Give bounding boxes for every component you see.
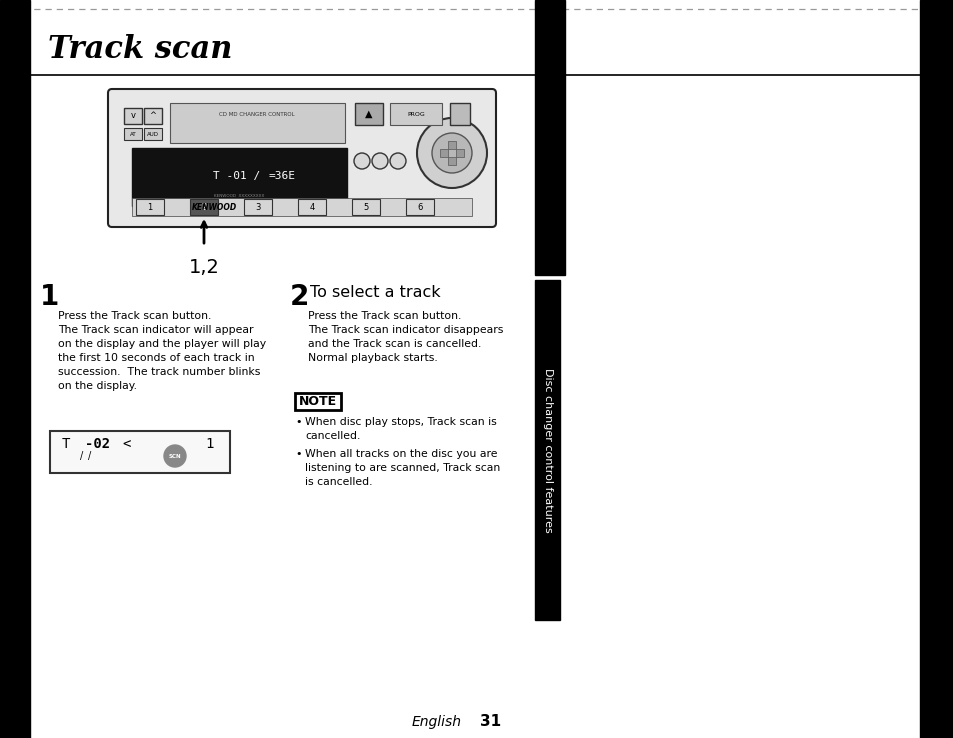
Circle shape bbox=[416, 118, 486, 188]
Bar bbox=[448, 141, 456, 149]
Circle shape bbox=[432, 133, 472, 173]
Text: CD MD CHANGER CONTROL: CD MD CHANGER CONTROL bbox=[219, 112, 294, 117]
Text: 5: 5 bbox=[363, 202, 368, 212]
Bar bbox=[294, 393, 340, 410]
Text: /: / bbox=[80, 451, 83, 461]
Bar bbox=[50, 431, 230, 473]
Circle shape bbox=[372, 153, 388, 169]
Bar bbox=[456, 149, 463, 157]
Text: ▲: ▲ bbox=[365, 109, 373, 119]
Text: =36E: =36E bbox=[268, 171, 295, 181]
Bar bbox=[535, 0, 564, 275]
Text: -02: -02 bbox=[85, 437, 110, 451]
Text: 1: 1 bbox=[40, 283, 59, 311]
FancyBboxPatch shape bbox=[108, 89, 496, 227]
Text: v: v bbox=[131, 111, 135, 120]
Text: 1,2: 1,2 bbox=[189, 258, 219, 277]
Bar bbox=[390, 103, 441, 125]
Bar bbox=[144, 108, 162, 124]
Text: is cancelled.: is cancelled. bbox=[305, 477, 372, 487]
Text: 2: 2 bbox=[290, 283, 309, 311]
Text: When disc play stops, Track scan is: When disc play stops, Track scan is bbox=[305, 417, 497, 427]
Text: AUD: AUD bbox=[147, 131, 159, 137]
Text: SCN: SCN bbox=[169, 453, 181, 458]
Bar bbox=[0, 0, 30, 738]
Text: KENWOOD  XXXXXXXXX: KENWOOD XXXXXXXXX bbox=[213, 194, 264, 198]
Bar bbox=[244, 199, 272, 215]
Bar bbox=[355, 103, 382, 125]
Circle shape bbox=[354, 153, 370, 169]
Text: cancelled.: cancelled. bbox=[305, 431, 360, 441]
Text: PROG: PROG bbox=[407, 111, 424, 117]
Text: Press the Track scan button.
The Track scan indicator will appear
on the display: Press the Track scan button. The Track s… bbox=[58, 311, 266, 391]
Circle shape bbox=[390, 153, 406, 169]
Text: Press the Track scan button.
The Track scan indicator disappears
and the Track s: Press the Track scan button. The Track s… bbox=[308, 311, 503, 363]
Bar bbox=[170, 103, 345, 143]
Bar bbox=[919, 0, 953, 738]
Bar bbox=[124, 108, 142, 124]
Bar bbox=[297, 199, 326, 215]
Text: AT: AT bbox=[130, 131, 136, 137]
Text: /: / bbox=[88, 451, 91, 461]
Text: 3: 3 bbox=[255, 202, 260, 212]
Text: 4: 4 bbox=[309, 202, 314, 212]
Text: KENWOOD: KENWOOD bbox=[192, 204, 237, 213]
Text: ^: ^ bbox=[150, 111, 156, 120]
Text: <: < bbox=[122, 437, 131, 451]
Bar bbox=[450, 103, 470, 125]
Text: 1: 1 bbox=[206, 437, 214, 451]
Bar bbox=[352, 199, 379, 215]
Text: listening to are scanned, Track scan: listening to are scanned, Track scan bbox=[305, 463, 499, 473]
Text: NOTE: NOTE bbox=[298, 395, 336, 408]
Bar bbox=[190, 199, 218, 215]
Text: 31: 31 bbox=[479, 714, 500, 729]
Bar bbox=[124, 128, 142, 140]
Text: T -01 /: T -01 / bbox=[213, 171, 260, 181]
Bar bbox=[535, 280, 559, 620]
Text: 2: 2 bbox=[201, 202, 207, 212]
Bar bbox=[439, 149, 448, 157]
Text: T: T bbox=[62, 437, 87, 451]
Bar bbox=[144, 128, 162, 140]
Circle shape bbox=[164, 445, 186, 467]
Text: •: • bbox=[294, 417, 301, 427]
Bar bbox=[132, 198, 472, 216]
Text: Track scan: Track scan bbox=[48, 35, 233, 66]
Bar bbox=[406, 199, 434, 215]
Text: To select a track: To select a track bbox=[310, 285, 440, 300]
Text: •: • bbox=[294, 449, 301, 459]
Bar bbox=[132, 148, 347, 206]
Text: 1: 1 bbox=[147, 202, 152, 212]
Bar bbox=[136, 199, 164, 215]
Text: English: English bbox=[412, 715, 461, 729]
Text: When all tracks on the disc you are: When all tracks on the disc you are bbox=[305, 449, 497, 459]
Text: 6: 6 bbox=[416, 202, 422, 212]
Bar bbox=[448, 157, 456, 165]
Text: Disc changer control features: Disc changer control features bbox=[542, 368, 553, 532]
